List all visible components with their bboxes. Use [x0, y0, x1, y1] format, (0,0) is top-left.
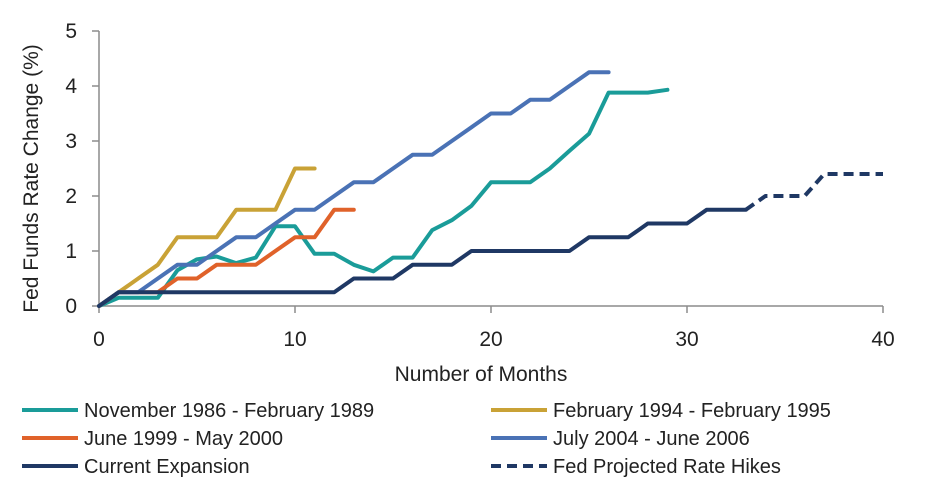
y-tick-label: 4: [65, 75, 77, 98]
y-tick-label: 2: [65, 185, 77, 208]
y-tick-label: 3: [65, 130, 77, 153]
y-tick-label: 1: [65, 240, 77, 263]
series-line-6: [744, 172, 883, 212]
legend-item: November 1986 - February 1989: [22, 400, 374, 422]
legend-item: Current Expansion: [22, 456, 250, 478]
legend-item: June 1999 - May 2000: [22, 428, 283, 450]
series-line-4: [97, 70, 611, 308]
legend-label: November 1986 - February 1989: [84, 400, 374, 422]
legend-label: Current Expansion: [84, 456, 250, 478]
y-tick-label: 5: [65, 20, 77, 43]
x-tick-label: 40: [871, 328, 894, 351]
x-tick-label: 30: [675, 328, 698, 351]
legend-item: February 1994 - February 1995: [491, 400, 831, 422]
x-tick-label: 10: [283, 328, 306, 351]
series-line-1: [97, 87, 670, 308]
x-tick-label: 0: [93, 328, 105, 351]
legend-label: February 1994 - February 1995: [553, 400, 831, 422]
legend-label: Fed Projected Rate Hikes: [553, 456, 781, 478]
series-lines: [97, 70, 883, 308]
axes: 0 1 2 3 4 5 0 10 20 30 40: [65, 20, 894, 351]
x-tick-label: 20: [479, 328, 502, 351]
series-line-2: [97, 166, 317, 308]
legend: November 1986 - February 1989 February 19…: [22, 400, 831, 478]
legend-item: July 2004 - June 2006: [491, 428, 750, 450]
legend-label: July 2004 - June 2006: [553, 428, 750, 450]
y-axis-title: Fed Funds Rate Change (%): [20, 44, 43, 312]
x-axis-title: Number of Months: [395, 363, 568, 386]
legend-label: June 1999 - May 2000: [84, 428, 283, 450]
y-tick-label: 0: [65, 295, 77, 318]
series-line-5: [97, 207, 748, 308]
legend-item: Fed Projected Rate Hikes: [491, 456, 781, 478]
